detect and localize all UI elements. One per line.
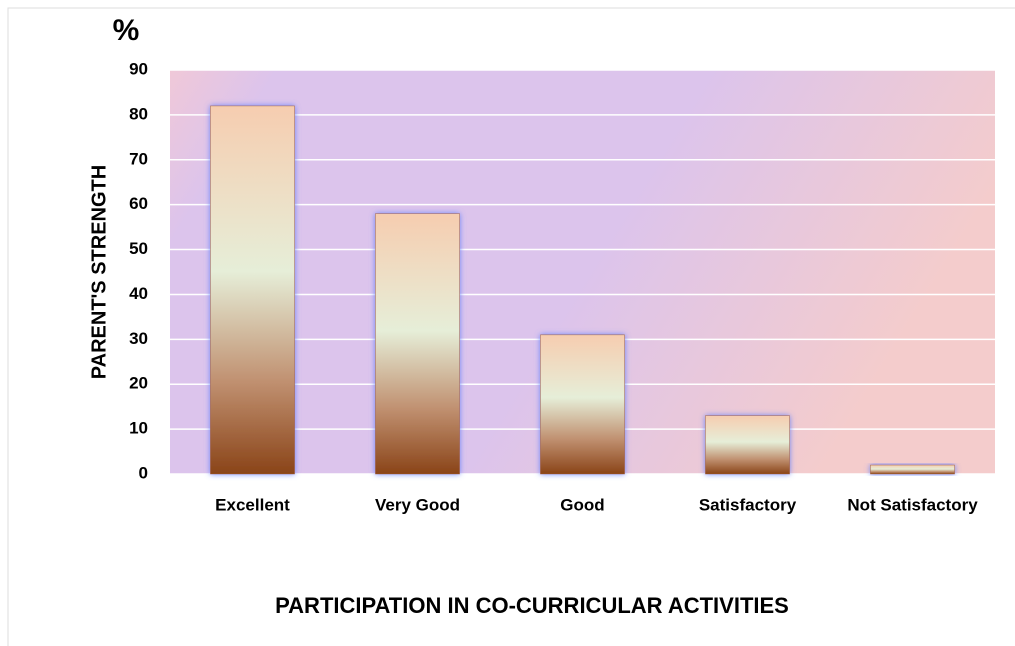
y-tick-label: 80 (129, 104, 148, 123)
y-tick-label: 30 (129, 329, 148, 348)
y-tick-label: 60 (129, 194, 148, 213)
y-unit: % (113, 14, 140, 47)
x-axis-label: PARTICIPATION IN CO-CURRICULAR ACTIVITIE… (275, 593, 789, 618)
bar (705, 415, 790, 475)
y-tick-label: 20 (129, 374, 148, 393)
bar (210, 105, 295, 475)
x-tick-label: Not Satisfactory (847, 495, 978, 514)
y-axis-label: PARENT'S STRENGTH (88, 165, 110, 379)
bar (870, 464, 955, 475)
x-tick-label: Excellent (215, 495, 290, 514)
x-tick-label: Satisfactory (699, 495, 797, 514)
frame (7, 7, 1015, 646)
y-tick-label: 0 (139, 463, 148, 482)
y-tick-label: 10 (129, 419, 148, 438)
y-tick-label: 40 (129, 284, 148, 303)
y-tick-label: 70 (129, 149, 148, 168)
x-tick-label: Very Good (375, 495, 460, 514)
x-tick-label: Good (560, 495, 604, 514)
bar (540, 334, 625, 475)
y-tick-label: 90 (129, 59, 148, 78)
bar (375, 213, 460, 475)
y-tick-label: 50 (129, 239, 148, 258)
